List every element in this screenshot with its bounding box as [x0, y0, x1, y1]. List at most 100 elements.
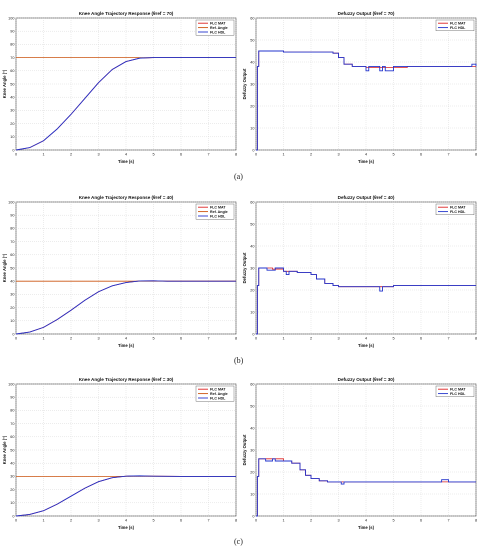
panel-defuzzy-70: Defuzzy Output (θref = 70) 0 1 2 3 4 5 6 7 8 0 10 20… [242, 8, 480, 168]
y-tick-label: 0 [12, 514, 14, 518]
x-tick-label: 3 [337, 519, 339, 523]
x-tick-label: 7 [207, 153, 209, 157]
y-tick-label: 10 [250, 492, 254, 496]
x-axis-label: Time (s) [118, 343, 135, 348]
x-tick-label: 0 [15, 337, 17, 341]
x-tick-label: 3 [97, 153, 99, 157]
x-tick-label: 1 [42, 153, 44, 157]
x-tick-label: 0 [255, 337, 257, 341]
y-grid [256, 383, 476, 517]
y-tick-label: 80 [10, 409, 14, 413]
legend-label: Ref. Angle [210, 26, 228, 30]
legend-label: FLC HDL [450, 26, 466, 30]
y-tick-label: 0 [252, 332, 254, 336]
legend-box [195, 203, 235, 220]
x-tick-label: 5 [152, 153, 154, 157]
y-tick-label: 50 [250, 404, 254, 408]
x-tick-label: 2 [310, 519, 312, 523]
x-tick-label: 0 [15, 153, 17, 157]
y-tick-label: 70 [10, 422, 14, 426]
x-tick-label: 1 [42, 519, 44, 523]
y-tick-label: 50 [250, 222, 254, 226]
y-tick-label: 0 [252, 148, 254, 152]
y-tick-label: 0 [12, 332, 14, 336]
series-line-flc-hdl [256, 50, 477, 151]
y-tick-label: 20 [250, 470, 254, 474]
chart-title: Defuzzy Output (θref = 40) [338, 195, 395, 200]
x-tick-label: 2 [70, 519, 72, 523]
y-tick-label: 50 [10, 448, 14, 452]
y-tick-label: 30 [250, 82, 254, 86]
chart-svg: Knee Angle Trajectory Response (θref = 4… [2, 195, 237, 348]
y-tick-label: 70 [10, 56, 14, 60]
x-tick-label: 7 [207, 519, 209, 523]
x-tick-label: 8 [235, 519, 237, 523]
y-tick-label: 40 [10, 280, 14, 284]
panel-defuzzy-40: Defuzzy Output (θref = 40) 0 1 2 3 4 5 6 7 8 0 10 20… [242, 192, 480, 352]
x-tick-label: 3 [97, 337, 99, 341]
x-tick-label: 1 [282, 519, 284, 523]
x-tick-label: 1 [282, 153, 284, 157]
x-tick-label: 0 [255, 153, 257, 157]
y-tick-label: 30 [10, 293, 14, 297]
y-tick-label: 60 [250, 382, 254, 386]
y-tick-label: 30 [250, 266, 254, 270]
y-tick-label: 0 [252, 514, 254, 518]
x-tick-label: 5 [392, 337, 394, 341]
y-tick-label: 90 [10, 396, 14, 400]
y-tick-label: 60 [10, 253, 14, 257]
subfigure-label-a: (a) [234, 172, 243, 181]
y-tick-label: 70 [10, 240, 14, 244]
y-axis-label: Knee Angle (°) [2, 435, 7, 464]
legend-label: FLC HDL [210, 30, 226, 34]
chart-title: Knee Angle Trajectory Response (θref = 4… [79, 195, 174, 200]
y-axis-label: Knee Angle (°) [2, 253, 7, 282]
series-line-flc-hdl [15, 475, 236, 517]
x-tick-label: 6 [420, 337, 422, 341]
y-tick-label: 10 [10, 501, 14, 505]
y-axis-label: Defuzzy Output [242, 68, 247, 99]
y-tick-label: 40 [10, 96, 14, 100]
series-line-flc-hdl [15, 57, 236, 151]
x-tick-label: 5 [152, 337, 154, 341]
y-tick-label: 60 [10, 435, 14, 439]
legend-label: FLC HDL [450, 392, 466, 396]
x-tick-label: 8 [475, 519, 477, 523]
chart-svg: Defuzzy Output (θref = 40) 0 1 2 3 4 5 6 7 8 0 10 20… [242, 195, 477, 348]
legend-label: Ref. Angle [210, 392, 228, 396]
y-tick-label: 10 [250, 310, 254, 314]
x-tick-label: 8 [235, 153, 237, 157]
y-tick-label: 80 [10, 43, 14, 47]
legend-label: FLC MAT [450, 206, 466, 210]
y-axis-label: Defuzzy Output [242, 252, 247, 283]
x-tick-label: 8 [475, 153, 477, 157]
y-axis-label: Knee Angle (°) [2, 69, 7, 98]
x-tick-label: 4 [125, 153, 127, 157]
x-tick-label: 8 [475, 337, 477, 341]
y-tick-label: 20 [10, 488, 14, 492]
x-tick-label: 5 [152, 519, 154, 523]
panel-knee-40: Knee Angle Trajectory Response (θref = 4… [2, 192, 240, 352]
y-tick-label: 40 [250, 244, 254, 248]
legend-label: FLC MAT [450, 388, 466, 392]
y-tick-label: 20 [10, 306, 14, 310]
subfigure-label-b: (b) [234, 356, 244, 365]
legend-box [435, 19, 475, 32]
legend-label: FLC HDL [210, 396, 226, 400]
x-tick-label: 4 [365, 519, 367, 523]
panel-knee-30: Knee Angle Trajectory Response (θref = 3… [2, 374, 240, 534]
y-tick-label: 90 [10, 214, 14, 218]
chart-title: Knee Angle Trajectory Response (θref = 3… [79, 377, 174, 382]
x-tick-label: 0 [15, 519, 17, 523]
y-tick-label: 0 [12, 148, 14, 152]
y-tick-label: 10 [10, 319, 14, 323]
y-tick-label: 30 [10, 475, 14, 479]
y-tick-label: 40 [250, 60, 254, 64]
x-tick-label: 2 [70, 337, 72, 341]
